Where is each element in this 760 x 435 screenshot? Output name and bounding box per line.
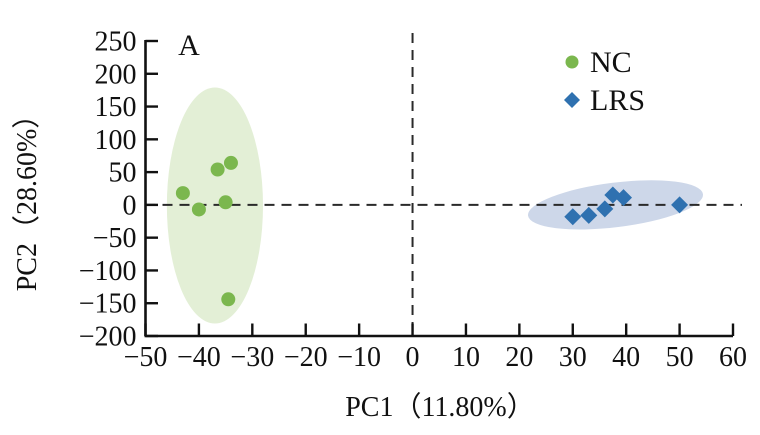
data-point-lrs [615,189,633,207]
data-point-nc [218,195,233,210]
legend-label-lrs: LRS [590,84,645,117]
y-tick-label: 50 [109,158,137,189]
data-point-lrs [580,206,598,224]
x-tick-label: −10 [337,342,381,373]
x-axis-title: PC1（11.80%） [345,391,535,423]
x-tick-label: 0 [406,342,420,373]
x-tick-label: 40 [612,342,640,373]
axes [144,39,735,338]
data-points [175,155,689,307]
y-tick-label: −50 [93,223,137,254]
y-axis-title: PC2（28.60%） [11,101,43,292]
legend-label-nc: NC [590,46,632,79]
data-point-nc [175,186,190,201]
reference-lines [145,33,742,336]
data-point-lrs [671,196,689,214]
y-tick-label: 200 [95,59,137,90]
x-tick-label: −20 [284,342,328,373]
x-tick-label: 50 [666,342,694,373]
legend-marker-circle [565,55,579,69]
x-tick-label: −40 [177,342,221,373]
x-tick-label: −30 [230,342,274,373]
x-tick-label: 10 [452,342,480,373]
x-tick-label: 30 [559,342,587,373]
y-tick-label: −200 [79,322,137,353]
data-point-nc [210,162,225,177]
x-tick-labels: −50 −40 −30 −20 −10 0 10 20 30 40 50 60 [124,342,747,373]
legend-marker-diamond [564,92,580,108]
legend: NC LRS [564,46,645,117]
x-tick-label: −50 [124,342,168,373]
data-point-lrs [564,208,582,226]
data-point-nc [223,155,238,170]
data-point-nc [191,202,206,217]
y-tick-label: 100 [95,125,137,156]
data-point-nc [221,292,236,307]
y-tick-label: 250 [95,27,137,58]
x-tick-label: 20 [505,342,533,373]
y-tick-label: 0 [123,190,137,221]
y-tick-label: −100 [79,256,137,287]
data-point-lrs [596,200,614,218]
x-tick-label: 60 [719,342,747,373]
y-tick-label: 150 [95,92,137,123]
panel-label: A [178,29,200,62]
y-tick-label: −150 [79,289,137,320]
